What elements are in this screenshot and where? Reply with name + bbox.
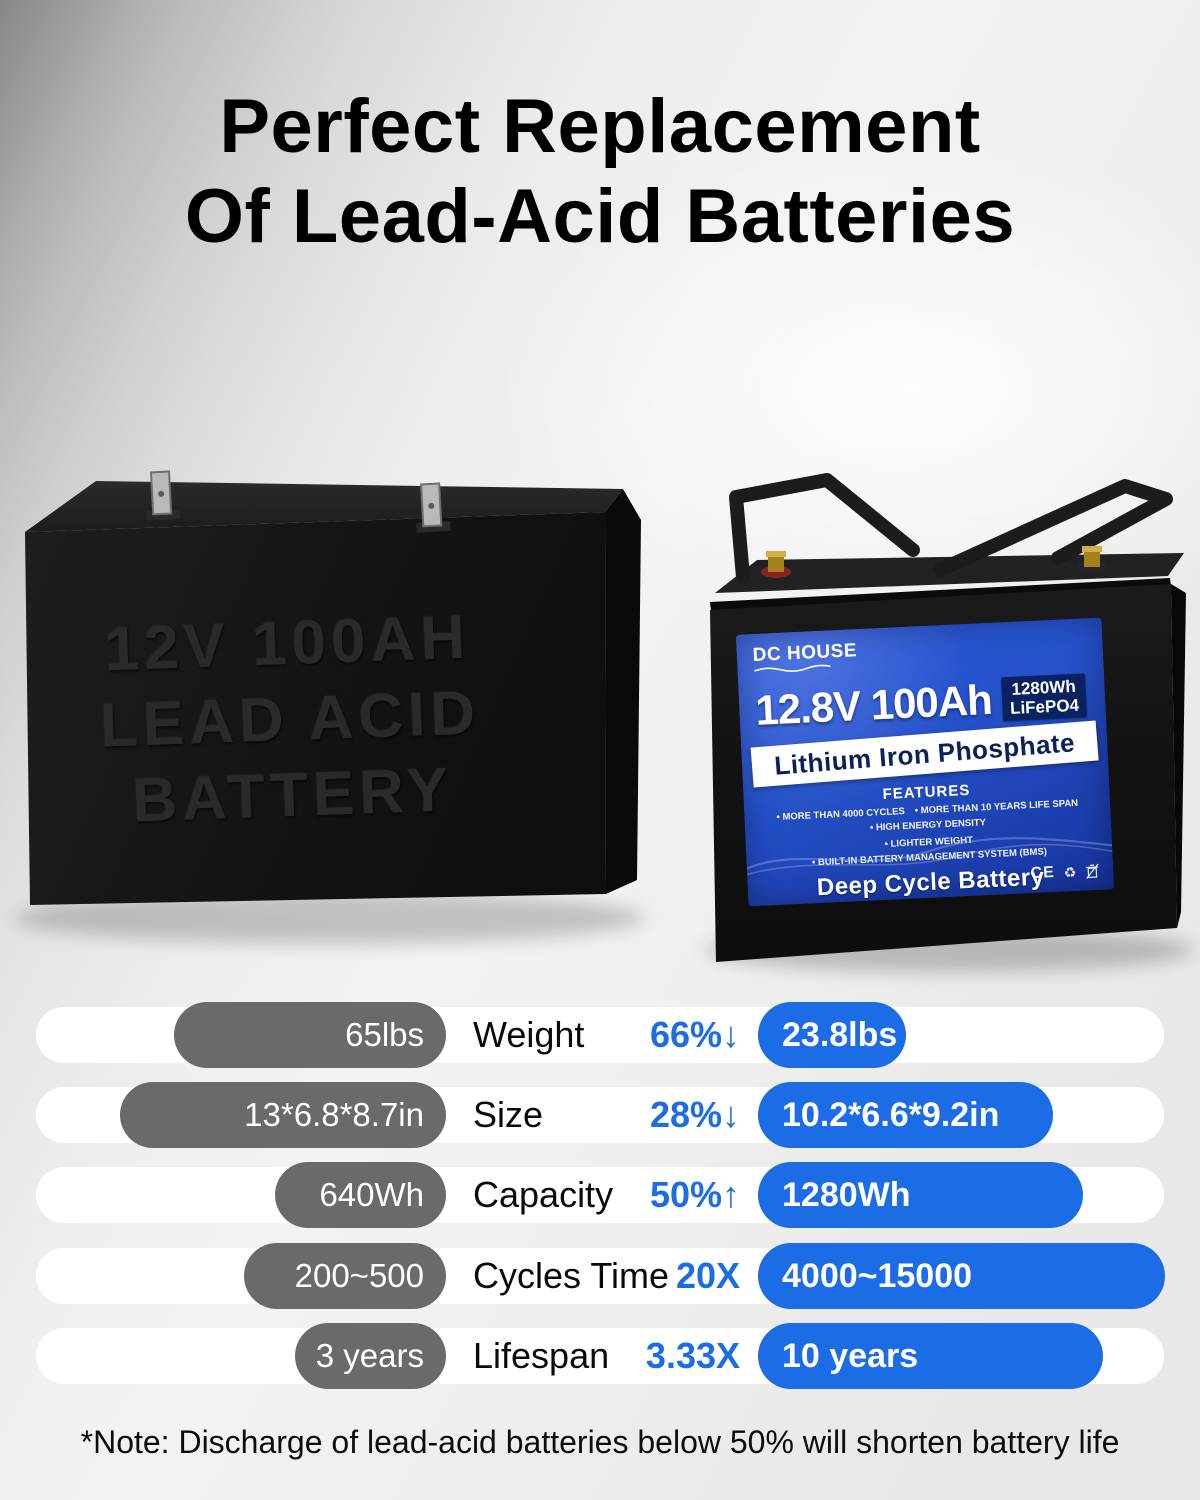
- lifepo4-value: 4000~15000: [782, 1257, 973, 1295]
- lead-battery-emboss-text: 12V 100AH LEAD ACID BATTERY: [36, 597, 544, 842]
- battery-scene: 12V 100AH LEAD ACID BATTERY DC HOUSE 12.…: [0, 450, 1200, 1010]
- lifepo4-value: 10.2*6.6*9.2in: [782, 1096, 1000, 1134]
- certification-marks: CE ♻: [1030, 862, 1100, 883]
- change-value: 50%↑: [649, 1174, 740, 1215]
- lifepo4-value-pill: 10.2*6.6*9.2in: [758, 1082, 1053, 1148]
- lead-acid-value-pill: 200~500: [244, 1243, 446, 1309]
- change-value: 66%↓: [649, 1014, 740, 1055]
- lead-battery-terminal-left: [146, 470, 181, 521]
- recycle-icon: ♻: [1063, 864, 1077, 881]
- lifepo4-value-pill: 1280Wh: [758, 1162, 1083, 1228]
- lifepo4-terminal-positive: [761, 551, 791, 578]
- weee-bin-icon: [1086, 863, 1099, 879]
- comparison-row-size: 13*6.8*8.7in Size 28%↓ 10.2*6.6*9.2in: [36, 1082, 1164, 1148]
- lead-acid-value-pill: 13*6.8*8.7in: [120, 1082, 446, 1148]
- brand-wave-underline-icon: [754, 664, 831, 672]
- lead-acid-value: 200~500: [294, 1257, 424, 1294]
- metric-label: Capacity: [473, 1174, 614, 1215]
- lifepo4-label-content: DC HOUSE 12.8V 100Ah 1280Wh LiFePO4 Lith…: [736, 618, 1114, 907]
- lead-acid-value-pill: 65lbs: [174, 1002, 446, 1068]
- lead-acid-value: 65lbs: [345, 1016, 424, 1053]
- ce-mark-icon: CE: [1030, 864, 1056, 883]
- lead-acid-value: 3 years: [315, 1337, 424, 1374]
- lead-acid-value: 13*6.8*8.7in: [244, 1096, 424, 1133]
- metric-label: Cycles Time: [473, 1255, 670, 1296]
- lead-acid-value-pill: 3 years: [295, 1323, 446, 1389]
- metric-label: Weight: [473, 1014, 585, 1055]
- lifepo4-side-face: [1171, 584, 1186, 928]
- lead-acid-value: 640Wh: [319, 1176, 424, 1213]
- voltage-capacity-text: 12.8V 100Ah: [754, 675, 993, 734]
- lead-battery-shadow: [15, 892, 645, 944]
- page-title: Perfect Replacement Of Lead-Acid Batteri…: [0, 82, 1200, 262]
- title-line-1: Perfect Replacement: [219, 84, 981, 169]
- lifepo4-value-pill: 4000~15000: [758, 1243, 1165, 1309]
- metric-label: Size: [473, 1094, 544, 1135]
- lifepo4-label: DC HOUSE 12.8V 100Ah 1280Wh LiFePO4 Lith…: [735, 617, 1115, 907]
- change-value: 20X: [675, 1255, 740, 1296]
- lifepo4-handle-left: [729, 473, 920, 584]
- comparison-row-lifespan: 3 years Lifespan 3.33X 10 years: [36, 1323, 1164, 1389]
- label-wave-decoration: [746, 837, 1113, 876]
- lead-battery-side-face: [605, 489, 641, 894]
- lead-acid-value-pill: 640Wh: [275, 1162, 446, 1228]
- metric-label: Lifespan: [473, 1335, 610, 1376]
- lead-battery-terminal-right: [416, 482, 451, 533]
- change-value: 28%↓: [649, 1094, 740, 1135]
- lifepo4-value-pill: 10 years: [758, 1323, 1103, 1389]
- title-line-2: Of Lead-Acid Batteries: [184, 174, 1016, 259]
- change-value: 3.33X: [645, 1335, 740, 1376]
- footer-note: *Note: Discharge of lead-acid batteries …: [80, 1424, 1120, 1460]
- lifepo4-value: 23.8lbs: [782, 1016, 898, 1054]
- lifepo4-handle-right: [933, 479, 1173, 577]
- comparison-row-weight: 65lbs Weight 66%↓ 23.8lbs: [36, 1002, 1164, 1068]
- lifepo4-terminal-negative: [1077, 546, 1107, 573]
- energy-chemistry-box: 1280Wh LiFePO4: [1000, 673, 1088, 722]
- comparison-row-cycles: 200~500 Cycles Time 20X 4000~15000: [36, 1243, 1165, 1309]
- lifepo4-value: 10 years: [782, 1337, 919, 1375]
- chemistry-text: LiFePO4: [1009, 695, 1080, 718]
- comparison-row-capacity: 640Wh Capacity 50%↑ 1280Wh: [36, 1162, 1164, 1228]
- brand-logo: DC HOUSE: [752, 640, 858, 666]
- lifepo4-value-pill: 23.8lbs: [758, 1002, 906, 1068]
- comparison-table: 65lbs Weight 66%↓ 23.8lbs 13*6.8*8.7in S…: [36, 1002, 1165, 1390]
- lead-battery-front-face: [25, 512, 606, 905]
- lifepo4-value: 1280Wh: [782, 1176, 911, 1214]
